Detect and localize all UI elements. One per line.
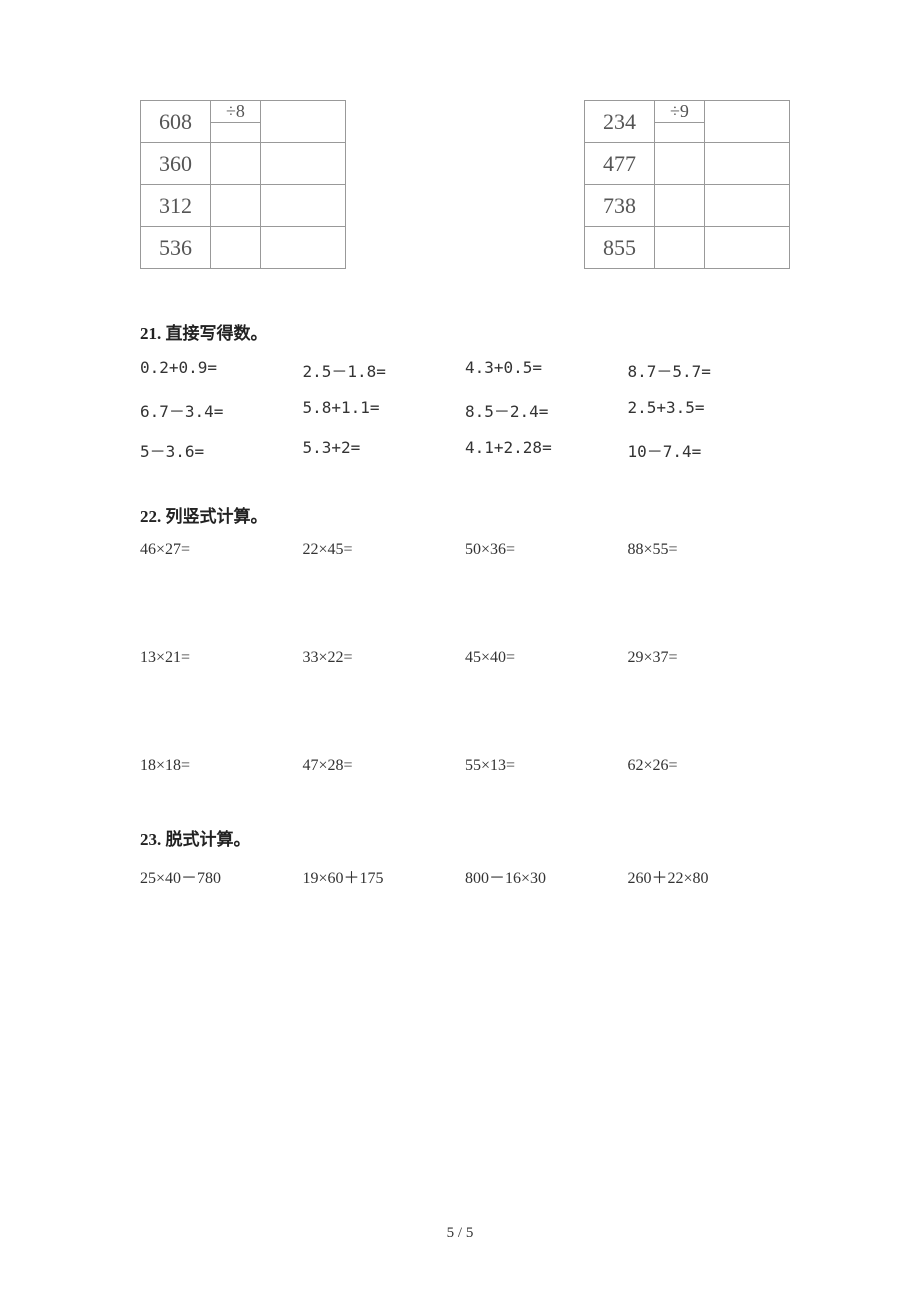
division-table-right: 234 ÷9 477 738 855: [584, 100, 790, 269]
q22-heading: 22. 列竖式计算。: [140, 502, 790, 527]
spacer-cell: [211, 123, 261, 143]
table-cell: 360: [141, 143, 211, 185]
answer-cell: [261, 227, 346, 269]
math-expression: 22×45=: [303, 541, 466, 559]
page-number: 5 / 5: [0, 1225, 920, 1242]
answer-cell: [705, 143, 790, 185]
table-cell: 738: [585, 185, 655, 227]
answer-cell: [705, 101, 790, 143]
math-expression: 5.3+2=: [303, 438, 466, 462]
q22-grid: 46×27= 22×45= 50×36= 88×55= 13×21= 33×22…: [140, 541, 790, 775]
math-expression: 55×13=: [465, 757, 628, 775]
math-expression: 0.2+0.9=: [140, 358, 303, 382]
math-expression: 10－7.4=: [628, 438, 791, 462]
spacer-cell: [655, 227, 705, 269]
division-table-left: 608 ÷8 360 312 536: [140, 100, 346, 269]
math-expression: 2.5－1.8=: [303, 358, 466, 382]
table-cell: 312: [141, 185, 211, 227]
table-cell: 477: [585, 143, 655, 185]
q23-heading: 23. 脱式计算。: [140, 825, 790, 850]
math-expression: 29×37=: [628, 649, 791, 667]
spacer-cell: [655, 123, 705, 143]
spacer-cell: [655, 185, 705, 227]
math-expression: 45×40=: [465, 649, 628, 667]
math-expression: 33×22=: [303, 649, 466, 667]
q21-heading: 21. 直接写得数。: [140, 319, 790, 344]
math-expression: 46×27=: [140, 541, 303, 559]
math-expression: 4.1+2.28=: [465, 438, 628, 462]
answer-cell: [261, 143, 346, 185]
table-cell: 234: [585, 101, 655, 143]
spacer-cell: [655, 143, 705, 185]
table-cell: 536: [141, 227, 211, 269]
q21-grid: 0.2+0.9= 2.5－1.8= 4.3+0.5= 8.7－5.7= 6.7－…: [140, 358, 790, 462]
math-expression: 6.7－3.4=: [140, 398, 303, 422]
math-expression: 88×55=: [628, 541, 791, 559]
math-expression: 50×36=: [465, 541, 628, 559]
math-expression: 8.5－2.4=: [465, 398, 628, 422]
math-expression: 18×18=: [140, 757, 303, 775]
math-expression: 5.8+1.1=: [303, 398, 466, 422]
answer-cell: [261, 185, 346, 227]
math-expression: 19×60＋175: [303, 864, 466, 888]
math-expression: 5－3.6=: [140, 438, 303, 462]
math-expression: 8.7－5.7=: [628, 358, 791, 382]
table-cell: 608: [141, 101, 211, 143]
math-expression: 25×40－780: [140, 864, 303, 888]
math-expression: 47×28=: [303, 757, 466, 775]
math-expression: 4.3+0.5=: [465, 358, 628, 382]
math-expression: 260＋22×80: [628, 864, 791, 888]
answer-cell: [705, 227, 790, 269]
answer-cell: [261, 101, 346, 143]
division-tables-row: 608 ÷8 360 312 536 234 ÷9 477: [140, 100, 790, 269]
q23-grid: 25×40－780 19×60＋175 800－16×30 260＋22×80: [140, 864, 790, 888]
answer-cell: [705, 185, 790, 227]
math-expression: 13×21=: [140, 649, 303, 667]
spacer-cell: [211, 185, 261, 227]
spacer-cell: [211, 227, 261, 269]
operator-cell: ÷8: [211, 101, 261, 123]
spacer-cell: [211, 143, 261, 185]
math-expression: 62×26=: [628, 757, 791, 775]
math-expression: 2.5+3.5=: [628, 398, 791, 422]
table-cell: 855: [585, 227, 655, 269]
operator-cell: ÷9: [655, 101, 705, 123]
math-expression: 800－16×30: [465, 864, 628, 888]
